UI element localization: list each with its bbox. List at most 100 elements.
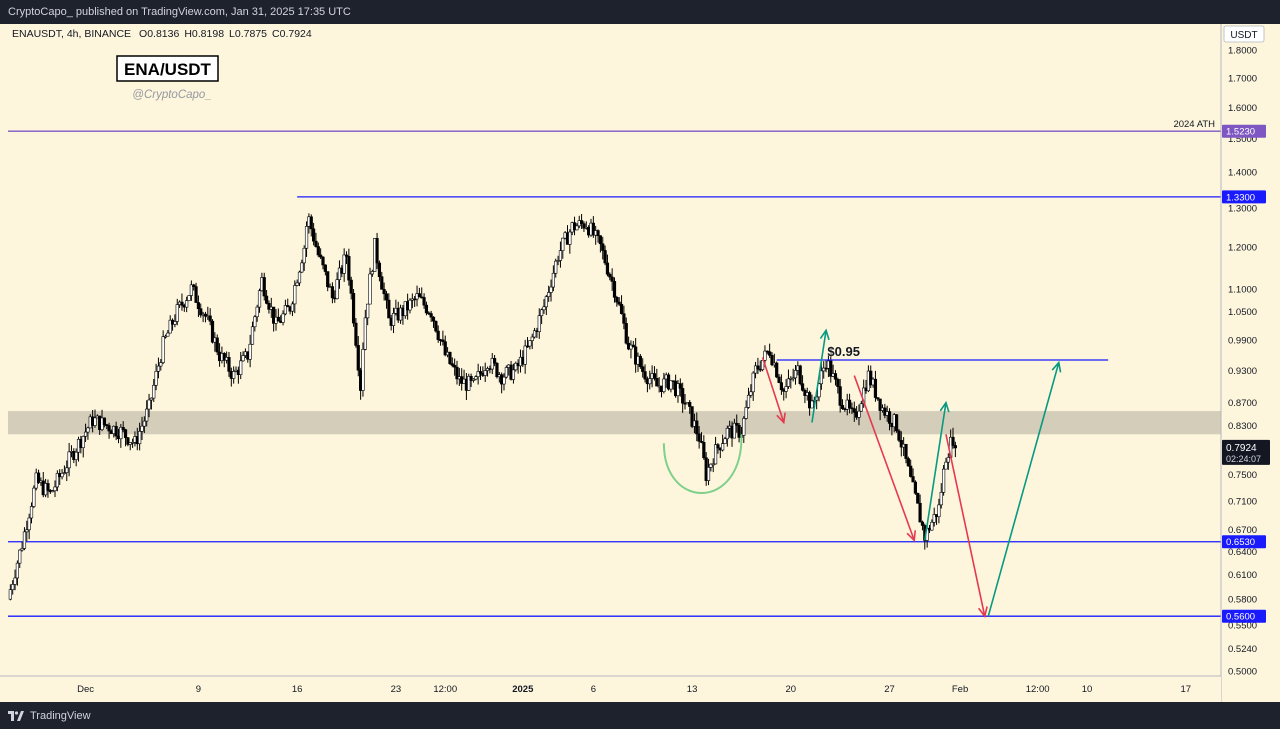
candle <box>159 362 163 367</box>
x-tick-label: Dec <box>77 684 94 695</box>
candle <box>615 297 619 303</box>
y-tick-label: 0.5500 <box>1228 620 1257 631</box>
y-tick-label: 0.7100 <box>1228 497 1257 508</box>
candle <box>575 225 579 231</box>
candle <box>264 295 269 304</box>
currency-box[interactable] <box>1223 25 1265 43</box>
candle <box>504 367 508 378</box>
candle <box>187 295 191 301</box>
candle <box>295 282 299 286</box>
candle <box>51 490 55 493</box>
candle <box>634 346 638 365</box>
candle <box>203 313 208 317</box>
y-tick-label: 1.5000 <box>1228 134 1257 145</box>
candle <box>542 306 546 311</box>
candle <box>631 344 635 348</box>
candle <box>601 243 605 251</box>
footer-brand: TradingView <box>30 709 91 722</box>
candle <box>852 408 856 413</box>
currency-label: USDT <box>1230 30 1257 41</box>
candle <box>356 345 360 371</box>
level-price-tag <box>1222 609 1266 623</box>
candle <box>123 429 128 438</box>
candle <box>946 457 950 463</box>
y-tick-label: 1.8000 <box>1228 46 1257 57</box>
candle <box>528 340 532 347</box>
candle <box>775 362 779 378</box>
candle <box>756 365 760 370</box>
candle <box>189 284 193 296</box>
candle <box>382 289 386 295</box>
candle <box>716 444 720 449</box>
candle <box>413 298 417 301</box>
candle <box>899 439 903 448</box>
y-tick-label: 0.9300 <box>1228 366 1257 377</box>
y-tick-label: 0.6700 <box>1228 525 1257 536</box>
candle <box>641 366 645 372</box>
candle <box>894 414 899 432</box>
arrow-head <box>776 412 786 425</box>
candle <box>697 433 701 442</box>
candle <box>443 341 447 356</box>
candle <box>523 345 527 365</box>
candle <box>11 584 15 590</box>
candle <box>897 430 901 441</box>
price-chart[interactable]: 2024 ATH $0.95 USDT 1.8000 1.7000 1.6000 1.5… <box>0 24 1280 702</box>
candle <box>29 506 34 519</box>
candle <box>617 301 621 305</box>
candle <box>290 303 295 312</box>
candle <box>370 271 374 275</box>
x-tick-label: 16 <box>292 684 303 695</box>
candle <box>749 391 753 396</box>
y-tick-label: 1.1000 <box>1228 284 1257 295</box>
candle <box>149 397 153 401</box>
candle <box>83 431 88 437</box>
candle <box>605 262 610 275</box>
candle <box>655 378 659 387</box>
candle <box>448 351 452 364</box>
candle <box>455 366 459 380</box>
candle <box>297 271 302 284</box>
candle <box>944 461 948 470</box>
candle <box>918 503 922 523</box>
candle <box>808 392 812 409</box>
candle <box>579 220 584 224</box>
candle <box>876 397 880 400</box>
candle <box>770 355 774 366</box>
candle <box>210 320 215 343</box>
candle <box>208 315 212 322</box>
candle <box>18 549 22 564</box>
candle <box>250 326 255 345</box>
candle <box>281 313 285 323</box>
candle <box>502 376 506 385</box>
candle <box>937 504 941 518</box>
candle <box>232 371 236 379</box>
time-axis[interactable] <box>0 676 1221 702</box>
candle <box>194 286 198 303</box>
candle <box>768 351 772 356</box>
arrow-head <box>1051 360 1062 373</box>
support-zone <box>8 411 1221 435</box>
candle <box>344 254 349 257</box>
candle <box>544 296 548 308</box>
candle <box>688 402 692 407</box>
chart-author: @CryptoCapo_ <box>132 89 211 101</box>
candle <box>46 483 50 491</box>
tradingview-logo-icon <box>8 710 24 721</box>
candle <box>951 436 955 446</box>
candle <box>643 371 647 380</box>
candle <box>678 383 682 389</box>
candle <box>857 410 861 418</box>
candle <box>530 336 534 341</box>
level-price-label: 1.5230 <box>1226 127 1255 138</box>
candle <box>869 370 873 386</box>
candle <box>916 492 920 504</box>
candle <box>53 486 57 492</box>
chart-area[interactable]: 2024 ATH $0.95 USDT 1.8000 1.7000 1.6000 1.5… <box>0 24 1280 702</box>
y-tick-label: 0.5240 <box>1228 644 1257 655</box>
candle <box>798 365 802 384</box>
candle <box>556 260 560 262</box>
candle <box>67 451 71 469</box>
candle <box>483 370 487 376</box>
candle <box>887 411 892 424</box>
